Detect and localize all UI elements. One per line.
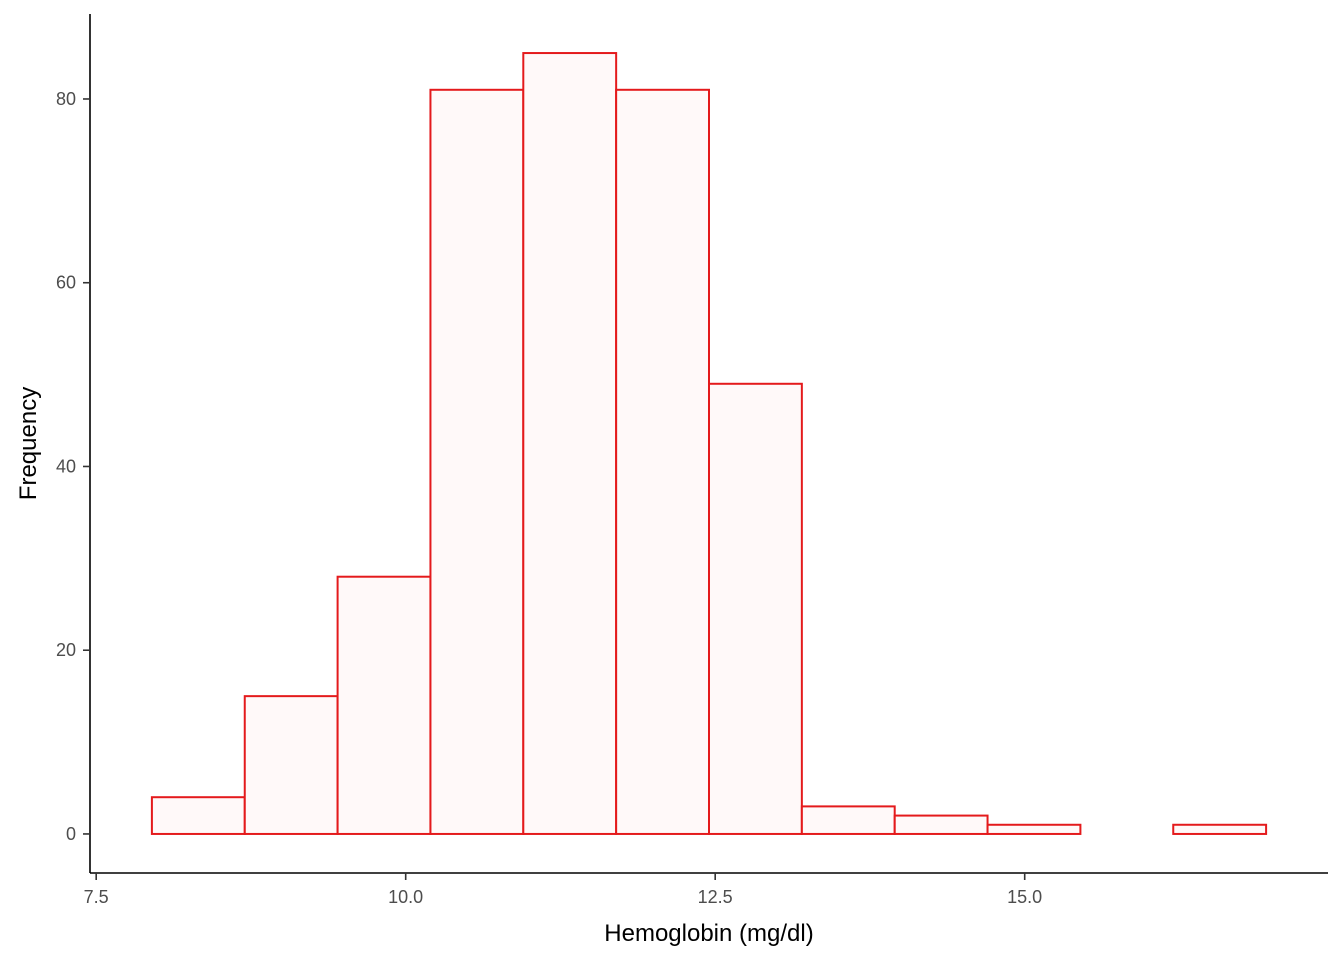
x-axis-title: Hemoglobin (mg/dl) [604,920,813,947]
histogram-bar [615,88,711,835]
x-tick-label: 10.0 [388,887,423,907]
y-tick-label: 40 [56,456,76,476]
histogram-bar [893,814,989,835]
x-tick-label: 12.5 [698,887,733,907]
x-axis-ticks: 7.5 10.0 12.5 15.0 [84,873,1042,907]
histogram-bar [708,382,803,835]
histogram-bar [150,796,246,835]
y-axis-title: Frequency [15,387,42,500]
histogram-bar [429,88,525,835]
y-tick-label: 60 [56,273,76,293]
histogram-bar [522,52,618,835]
histogram-bar [336,575,432,835]
histogram-bars [150,52,1268,835]
y-tick-label: 80 [56,89,76,109]
histogram-bar [243,695,339,835]
x-tick-label: 15.0 [1007,887,1042,907]
histogram-bar [1172,823,1268,835]
x-tick-label: 7.5 [84,887,109,907]
y-tick-label: 0 [66,824,76,844]
histogram-bar [986,823,1082,835]
y-axis-ticks: 0 20 40 60 80 [56,89,90,844]
y-tick-label: 20 [56,640,76,660]
histogram-bar [800,805,896,835]
